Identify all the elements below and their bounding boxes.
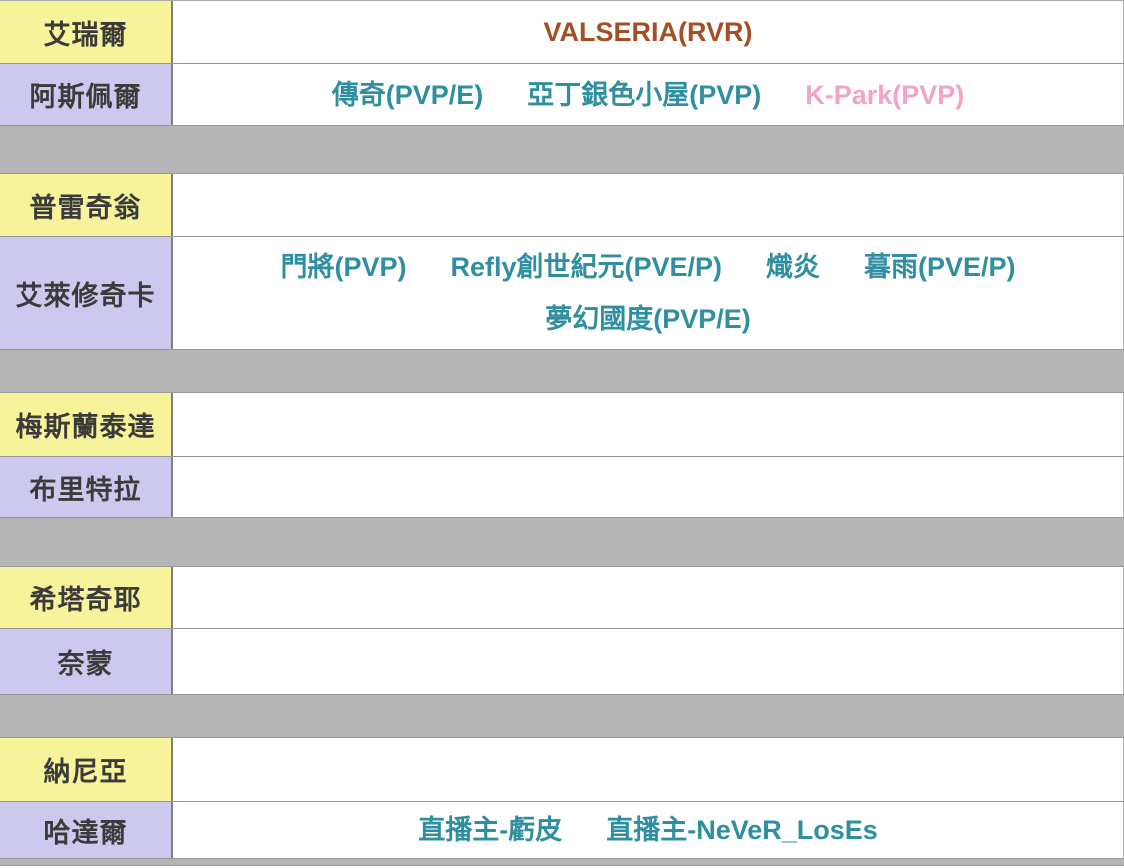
- server-list-cell: [173, 457, 1124, 517]
- server-line: 門將(PVP) Refly創世紀元(PVE/P) 熾炎 暮雨(PVE/P): [280, 241, 1015, 293]
- separator-row: [0, 126, 1124, 174]
- server-line: 夢幻國度(PVP/E): [545, 293, 751, 345]
- server-name: Refly創世紀元(PVE/P): [450, 252, 723, 282]
- region-label: 普雷奇翁: [0, 174, 173, 236]
- table-row: 奈蒙: [0, 629, 1124, 695]
- region-label: 艾瑞爾: [0, 1, 173, 63]
- server-name: K-Park(PVP): [805, 79, 965, 110]
- table-row: 艾瑞爾 VALSERIA(RVR): [0, 1, 1124, 64]
- table-row: 布里特拉: [0, 457, 1124, 518]
- region-label: 布里特拉: [0, 457, 173, 517]
- table-row: 納尼亞: [0, 738, 1124, 802]
- table-row: 梅斯蘭泰達: [0, 393, 1124, 457]
- server-name: 暮雨(PVE/P): [864, 252, 1016, 282]
- table-row: 普雷奇翁: [0, 174, 1124, 237]
- server-line: 直播主-虧皮 直播主-NeVeR_LosEs: [418, 804, 878, 856]
- server-list-cell: [173, 629, 1124, 694]
- region-label: 奈蒙: [0, 629, 173, 694]
- server-name: 直播主-虧皮: [418, 815, 563, 845]
- server-list-cell: [173, 567, 1124, 628]
- region-label: 納尼亞: [0, 738, 173, 801]
- region-label: 阿斯佩爾: [0, 64, 173, 125]
- server-list-cell: 直播主-虧皮 直播主-NeVeR_LosEs: [173, 802, 1124, 858]
- server-name: 傳奇(PVP/E): [331, 79, 484, 110]
- server-name: 門將(PVP): [280, 252, 407, 282]
- region-label: 艾萊修奇卡: [0, 237, 173, 349]
- table-row: 阿斯佩爾 傳奇(PVP/E) 亞丁銀色小屋(PVP) K-Park(PVP): [0, 64, 1124, 126]
- server-list-cell: 傳奇(PVP/E) 亞丁銀色小屋(PVP) K-Park(PVP): [173, 64, 1124, 125]
- server-list-cell: [173, 738, 1124, 801]
- separator-row: [0, 695, 1124, 738]
- server-name: VALSERIA(RVR): [543, 17, 753, 47]
- server-name: 直播主-NeVeR_LosEs: [606, 815, 878, 845]
- region-label: 梅斯蘭泰達: [0, 393, 173, 456]
- region-label: 哈達爾: [0, 802, 173, 858]
- server-list-cell: [173, 393, 1124, 456]
- server-list-cell: VALSERIA(RVR): [173, 1, 1124, 63]
- server-line: VALSERIA(RVR): [543, 6, 752, 58]
- table-row: 希塔奇耶: [0, 567, 1124, 629]
- separator-row: [0, 350, 1124, 393]
- server-line: 傳奇(PVP/E) 亞丁銀色小屋(PVP) K-Park(PVP): [332, 69, 965, 121]
- table-row: 艾萊修奇卡 門將(PVP) Refly創世紀元(PVE/P) 熾炎 暮雨(PVE/P) 夢…: [0, 237, 1124, 350]
- region-label: 希塔奇耶: [0, 567, 173, 628]
- separator-row: [0, 518, 1124, 567]
- table-row: 哈達爾 直播主-虧皮 直播主-NeVeR_LosEs: [0, 802, 1124, 859]
- server-list-cell: [173, 174, 1124, 236]
- server-list-cell: 門將(PVP) Refly創世紀元(PVE/P) 熾炎 暮雨(PVE/P) 夢幻國度(P…: [173, 237, 1124, 349]
- server-name: 夢幻國度(PVP/E): [545, 304, 751, 334]
- separator-row: [0, 859, 1124, 866]
- server-name: 熾炎: [766, 252, 821, 282]
- server-name: 亞丁銀色小屋(PVP): [527, 79, 762, 110]
